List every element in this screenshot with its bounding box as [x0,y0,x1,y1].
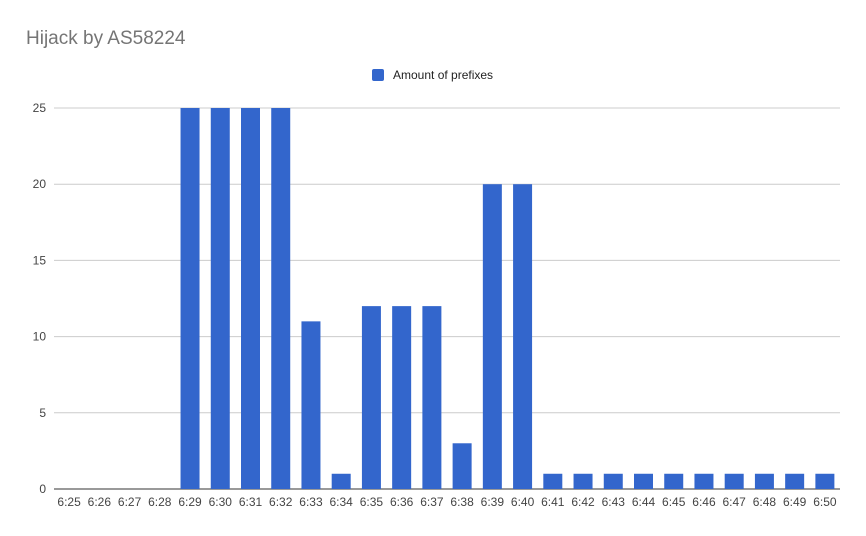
grid-layer [54,107,840,490]
x-tick-label: 6:44 [632,495,656,509]
chart-title: Hijack by AS58224 [26,28,186,49]
x-tick-label: 6:39 [481,495,505,509]
y-tick-label: 10 [33,330,47,344]
bar[interactable] [331,473,351,489]
x-tick-label: 6:27 [118,495,142,509]
bar[interactable] [180,108,200,489]
bar[interactable] [573,473,593,489]
bar[interactable] [210,108,230,489]
y-tick-label: 20 [33,177,47,191]
bar-layer [180,108,835,489]
legend-swatch [372,69,384,81]
bar[interactable] [422,306,442,489]
bar[interactable] [754,473,774,489]
x-tick-label: 6:26 [88,495,112,509]
x-tick-label: 6:37 [420,495,444,509]
bar[interactable] [361,306,381,489]
x-tick-label: 6:30 [209,495,233,509]
x-tick-label: 6:40 [511,495,535,509]
x-tick-label: 6:46 [692,495,716,509]
x-tick-label: 6:47 [723,495,747,509]
x-tick-label: 6:36 [390,495,414,509]
x-tick-label: 6:41 [541,495,565,509]
bar[interactable] [664,473,684,489]
legend-label: Amount of prefixes [393,68,494,82]
bar[interactable] [452,443,472,489]
x-tick-label: 6:45 [662,495,686,509]
y-tick-label: 15 [33,253,47,267]
x-tick-label: 6:34 [330,495,354,509]
y-tick-label: 0 [39,482,46,496]
x-tick-label: 6:38 [450,495,474,509]
x-tick-label: 6:42 [571,495,595,509]
bar[interactable] [513,184,533,489]
y-axis-ticks: 0 5 10 15 20 25 [33,101,47,496]
x-axis-ticks: 6:25 6:26 6:27 6:28 6:29 6:30 6:31 6:32 6:33 6:34… [57,495,836,509]
bar[interactable] [694,473,714,489]
bar[interactable] [543,473,563,489]
x-tick-label: 6:35 [360,495,384,509]
x-tick-label: 6:48 [753,495,777,509]
x-tick-label: 6:50 [813,495,837,509]
bar[interactable] [301,321,321,489]
bar[interactable] [785,473,805,489]
y-tick-label: 5 [39,406,46,420]
x-tick-label: 6:29 [178,495,202,509]
x-tick-label: 6:31 [239,495,263,509]
x-tick-label: 6:28 [148,495,172,509]
bar[interactable] [241,108,260,489]
x-tick-label: 6:25 [57,495,81,509]
bar[interactable] [482,184,502,489]
bar[interactable] [392,306,412,489]
bar[interactable] [603,473,623,489]
legend: Amount of prefixes [372,68,493,82]
bar[interactable] [634,473,653,489]
x-tick-label: 6:32 [269,495,293,509]
y-tick-label: 25 [33,101,47,115]
bar[interactable] [815,473,835,489]
x-tick-label: 6:49 [783,495,807,509]
x-tick-label: 6:33 [299,495,323,509]
x-tick-label: 6:43 [602,495,626,509]
bar[interactable] [724,473,744,489]
bar[interactable] [271,108,291,489]
